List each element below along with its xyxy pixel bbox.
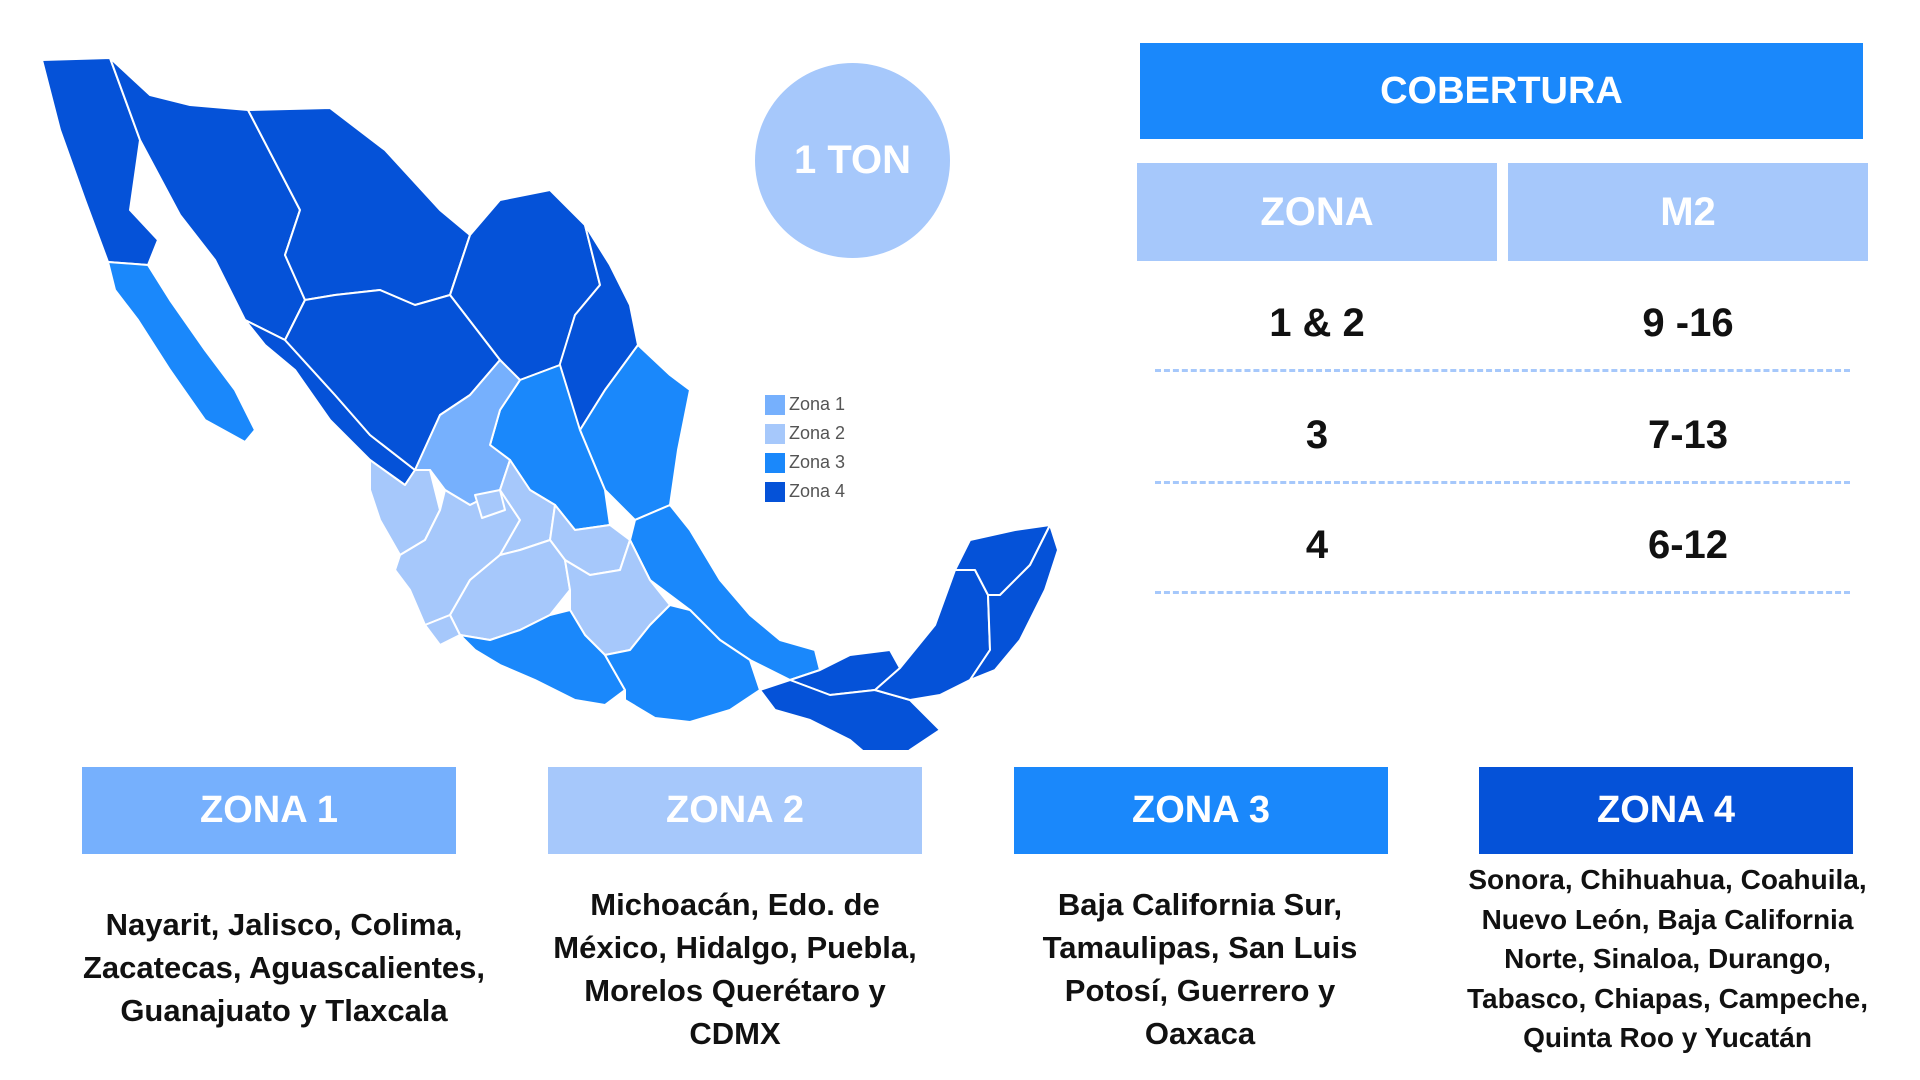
region-baja-california-sur: [107, 261, 256, 443]
region-chiapas: [759, 679, 941, 750]
legend-swatch-zona-3: [765, 452, 785, 473]
mexico-zone-map: [41, 57, 1059, 750]
capacity-badge: 1 TON: [755, 63, 950, 258]
row-divider: [1155, 369, 1850, 372]
zona-3-states: Baja California Sur, Tamaulipas, San Lui…: [1042, 887, 1358, 1051]
zona-4-states: Sonora, Chihuahua, Coahuila, Nuevo León,…: [1467, 864, 1868, 1053]
cell-m2-row-1: 9 -16: [1642, 300, 1734, 345]
legend-item: Zona 1: [765, 390, 845, 419]
coverage-title: COBERTURA: [1140, 43, 1863, 139]
zona-2-states: Michoacán, Edo. de México, Hidalgo, Pueb…: [553, 887, 917, 1051]
zona-1-states: Nayarit, Jalisco, Colima, Zacatecas, Agu…: [82, 907, 486, 1028]
cell-zona-row-3: 4: [1305, 522, 1329, 567]
legend-swatch-zona-1: [765, 394, 785, 415]
row-divider: [1155, 591, 1850, 594]
legend-label: Zona 2: [789, 423, 846, 443]
zona-3-header: ZONA 3: [1014, 767, 1388, 854]
header-m2: M2: [1508, 163, 1868, 261]
region-oaxaca: [604, 604, 761, 723]
row-divider: [1155, 481, 1850, 484]
region-aguascalientes: [474, 489, 506, 519]
legend-item: Zona 2: [765, 419, 845, 448]
legend-item: Zona 3: [765, 448, 845, 477]
legend-swatch-zona-4: [765, 481, 785, 502]
legend-label: Zona 1: [789, 394, 846, 414]
header-zona: ZONA: [1137, 163, 1497, 261]
map-legend: Zona 1 Zona 2 Zona 3 Zona 4: [765, 390, 845, 506]
region-campeche: [874, 569, 991, 701]
cell-zona-row-1: 1 & 2: [1269, 300, 1365, 345]
legend-label: Zona 3: [789, 452, 846, 472]
region-quintana-roo: [969, 524, 1059, 681]
zona-2-header: ZONA 2: [548, 767, 922, 854]
zona-1-header: ZONA 1: [82, 767, 456, 854]
legend-item: Zona 4: [765, 477, 845, 506]
legend-label: Zona 4: [789, 481, 846, 501]
cell-zona-row-2: 3: [1305, 412, 1329, 457]
legend-swatch-zona-2: [765, 423, 785, 444]
cell-m2-row-2: 7-13: [1647, 412, 1729, 457]
zona-4-header: ZONA 4: [1479, 767, 1853, 854]
cell-m2-row-3: 6-12: [1647, 522, 1729, 567]
